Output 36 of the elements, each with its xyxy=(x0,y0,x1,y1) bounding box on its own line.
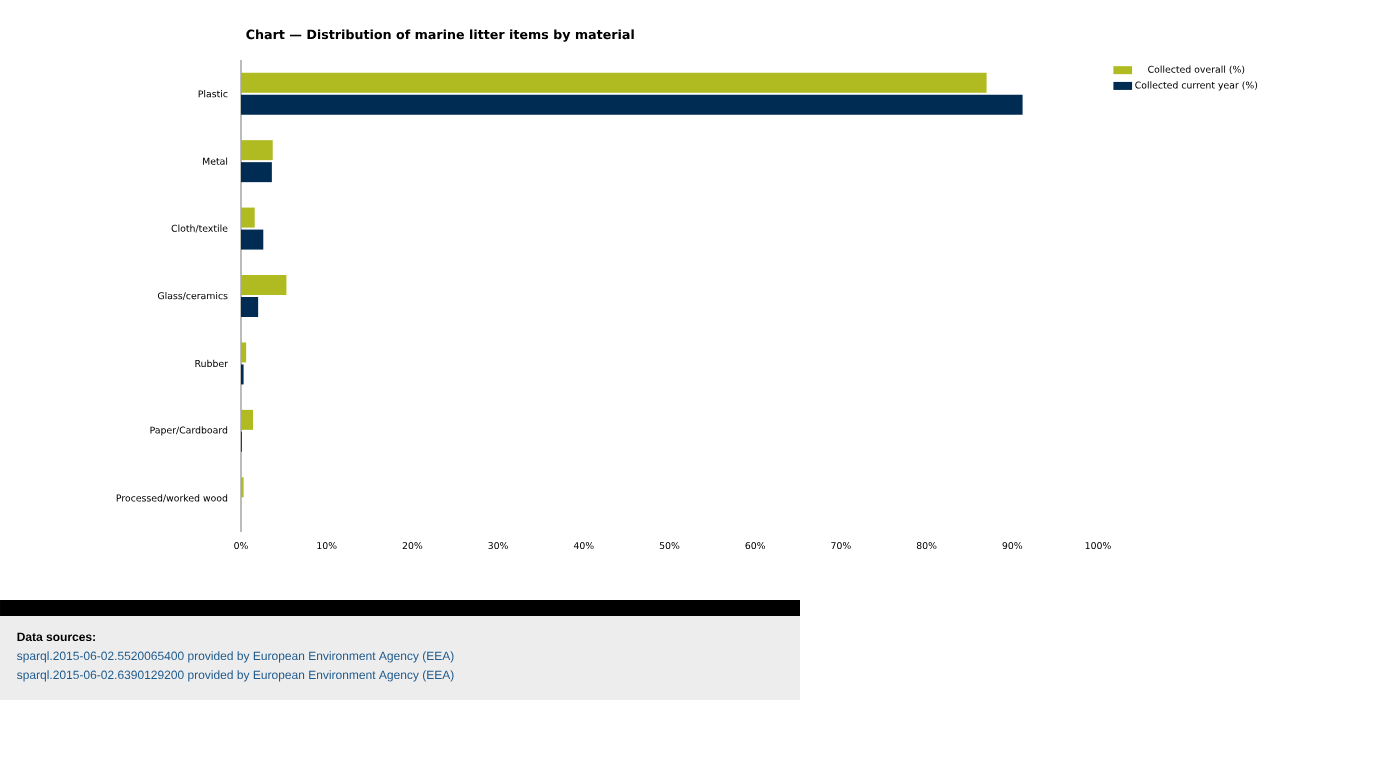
y-tick-label: Processed/worked wood xyxy=(116,494,228,503)
x-tick-label: 50% xyxy=(659,542,680,550)
x-tick-label: 80% xyxy=(916,542,937,550)
bar xyxy=(241,229,264,250)
x-tick-label: 100% xyxy=(1085,542,1111,550)
y-tick-label: Glass/ceramics xyxy=(157,292,228,300)
y-tick-label: Metal xyxy=(203,157,228,165)
legend-label: Collected overall (%) xyxy=(1148,65,1245,74)
y-tick-label: Plastic xyxy=(198,90,228,98)
bar xyxy=(241,275,287,296)
x-tick-label: 0% xyxy=(234,542,248,550)
bar xyxy=(241,342,247,363)
bar xyxy=(241,162,272,183)
text: sparql.2015-06-02.5520065400 provided by European Environment Agency (EEA) xyxy=(17,651,454,663)
y-tick-label: Cloth/textile xyxy=(171,224,228,233)
bar xyxy=(241,94,1023,115)
x-tick-label: 30% xyxy=(488,542,508,550)
x-tick-label: 60% xyxy=(745,542,766,550)
bar xyxy=(241,72,987,93)
text: Data sources: xyxy=(17,632,95,642)
x-tick-label: 10% xyxy=(317,542,337,550)
y-tick-label: Rubber xyxy=(195,359,228,368)
bar xyxy=(241,297,259,318)
legend-label: Collected current year (%) xyxy=(1135,81,1258,91)
x-tick-label: 40% xyxy=(573,542,594,550)
y-tick-label: Paper/Cardboard xyxy=(150,426,228,436)
bar xyxy=(241,477,244,498)
x-tick-label: 20% xyxy=(402,542,423,550)
bar xyxy=(241,409,253,430)
chart-title: Chart — Distribution of marine litter items by material xyxy=(246,29,634,42)
text: sparql.2015-06-02.6390129200 provided by European Environment Agency (EEA) xyxy=(17,670,454,682)
x-tick-label: 70% xyxy=(831,542,851,550)
bar xyxy=(241,207,255,228)
bar xyxy=(241,140,273,161)
bar xyxy=(241,364,244,385)
x-tick-label: 90% xyxy=(1002,542,1023,550)
